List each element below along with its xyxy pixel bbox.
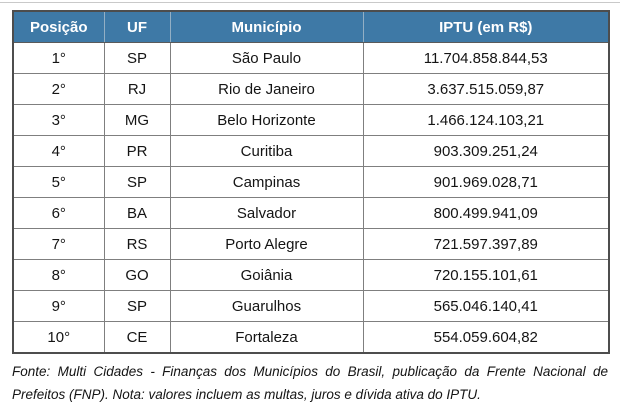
cell-municipality: Belo Horizonte [169,104,364,136]
cell-municipality: Porto Alegre [169,228,364,260]
column-header-iptu: IPTU (em R$) [362,10,610,43]
table-row: 9° SP Guarulhos 565.046.140,41 [12,290,610,322]
table-row: 5° SP Campinas 901.969.028,71 [12,166,610,198]
table-header-row: Posição UF Município IPTU (em R$) [12,10,610,43]
column-header-municipio: Município [169,10,364,43]
cell-uf: BA [103,197,171,229]
table-row: 3° MG Belo Horizonte 1.466.124.103,21 [12,104,610,136]
table-row: 10° CE Fortaleza 554.059.604,82 [12,321,610,354]
top-divider [0,2,620,3]
cell-municipality: Goiânia [169,259,364,291]
cell-municipality: Salvador [169,197,364,229]
cell-uf: MG [103,104,171,136]
table-row: 2° RJ Rio de Janeiro 3.637.515.059,87 [12,73,610,105]
cell-position: 7° [12,228,105,260]
cell-iptu-value: 720.155.101,61 [362,259,610,291]
cell-position: 1° [12,42,105,74]
source-note: Fonte: Multi Cidades - Finanças dos Muni… [12,364,608,403]
cell-uf: CE [103,321,171,354]
cell-position: 10° [12,321,105,354]
cell-uf: SP [103,42,171,74]
cell-iptu-value: 554.059.604,82 [362,321,610,354]
cell-iptu-value: 11.704.858.844,53 [362,42,610,74]
cell-uf: SP [103,166,171,198]
cell-uf: GO [103,259,171,291]
cell-position: 5° [12,166,105,198]
cell-municipality: São Paulo [169,42,364,74]
cell-municipality: Guarulhos [169,290,364,322]
cell-position: 3° [12,104,105,136]
table-row: 8° GO Goiânia 720.155.101,61 [12,259,610,291]
cell-municipality: Rio de Janeiro [169,73,364,105]
cell-position: 8° [12,259,105,291]
cell-position: 9° [12,290,105,322]
cell-iptu-value: 800.499.941,09 [362,197,610,229]
cell-municipality: Campinas [169,166,364,198]
cell-iptu-value: 901.969.028,71 [362,166,610,198]
cell-iptu-value: 721.597.397,89 [362,228,610,260]
cell-municipality: Curitiba [169,135,364,167]
table-row: 4° PR Curitiba 903.309.251,24 [12,135,610,167]
cell-iptu-value: 3.637.515.059,87 [362,73,610,105]
cell-position: 6° [12,197,105,229]
cell-uf: PR [103,135,171,167]
table-row: 1° SP São Paulo 11.704.858.844,53 [12,42,610,74]
table-row: 7° RS Porto Alegre 721.597.397,89 [12,228,610,260]
column-header-uf: UF [103,10,171,43]
cell-uf: RJ [103,73,171,105]
cell-uf: SP [103,290,171,322]
table-row: 6° BA Salvador 800.499.941,09 [12,197,610,229]
cell-uf: RS [103,228,171,260]
column-header-posicao: Posição [12,10,105,43]
cell-iptu-value: 565.046.140,41 [362,290,610,322]
cell-iptu-value: 1.466.124.103,21 [362,104,610,136]
cell-position: 4° [12,135,105,167]
cell-iptu-value: 903.309.251,24 [362,135,610,167]
iptu-ranking-table: Posição UF Município IPTU (em R$) 1° SP … [12,10,610,354]
cell-position: 2° [12,73,105,105]
cell-municipality: Fortaleza [169,321,364,354]
